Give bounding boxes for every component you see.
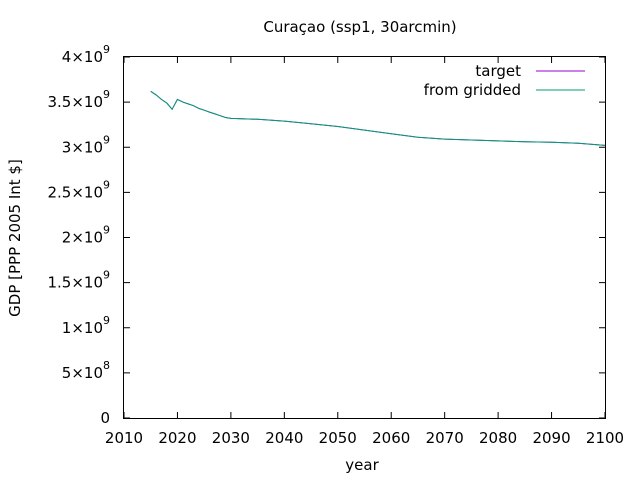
y-tick-label: 1.5×109 <box>47 269 110 292</box>
y-tick-label: 2.5×109 <box>47 178 110 201</box>
y-tick-exponent: 9 <box>103 88 110 101</box>
series-layer <box>150 90 606 146</box>
x-tick-label: 2020 <box>158 429 196 447</box>
x-tick-label: 2060 <box>372 429 410 447</box>
y-tick-exponent: 8 <box>103 359 110 372</box>
x-tick-label: 2050 <box>319 429 357 447</box>
x-tick-label: 2090 <box>532 429 570 447</box>
legend-label: target <box>475 62 521 80</box>
x-tick-label: 2080 <box>479 429 517 447</box>
y-axis-label: GDP [PPP 2005 Int $] <box>6 159 24 317</box>
y-tick-label: 3.5×109 <box>47 88 110 111</box>
y-tick-exponent: 9 <box>103 43 110 56</box>
y-tick-exponent: 9 <box>103 133 110 146</box>
chart-title: Curaçao (ssp1, 30arcmin) <box>263 18 456 36</box>
y-tick-exponent: 9 <box>103 178 110 191</box>
y-axis: 0 5×108 1×109 1.5×109 2×109 2.5×109 3×109 3.5×1… <box>47 43 605 427</box>
y-tick-label: 5×108 <box>62 359 110 382</box>
y-tick-label: 4×109 <box>62 43 110 66</box>
x-tick-label: 2010 <box>105 429 143 447</box>
series-line-from-gridded <box>150 90 606 146</box>
x-tick-label: 2030 <box>212 429 250 447</box>
legend-label: from gridded <box>424 81 521 99</box>
x-tick-label: 2040 <box>265 429 303 447</box>
x-axis: 2010 2020 2030 2040 2050 2060 2070 2080 2090 2100 <box>105 57 624 447</box>
y-tick-exponent: 9 <box>103 269 110 282</box>
x-axis-label: year <box>345 456 379 474</box>
x-tick-label: 2070 <box>426 429 464 447</box>
series-line-target <box>150 90 606 146</box>
y-tick-exponent: 9 <box>103 314 110 327</box>
y-tick-label: 3×109 <box>62 133 110 156</box>
y-tick-label: 0 <box>100 409 110 427</box>
y-tick-label: 2×109 <box>62 224 110 247</box>
plot-frame <box>123 56 606 419</box>
x-tick-label: 2100 <box>586 429 624 447</box>
y-tick-label: 1×109 <box>62 314 110 337</box>
y-tick-exponent: 9 <box>103 224 110 237</box>
